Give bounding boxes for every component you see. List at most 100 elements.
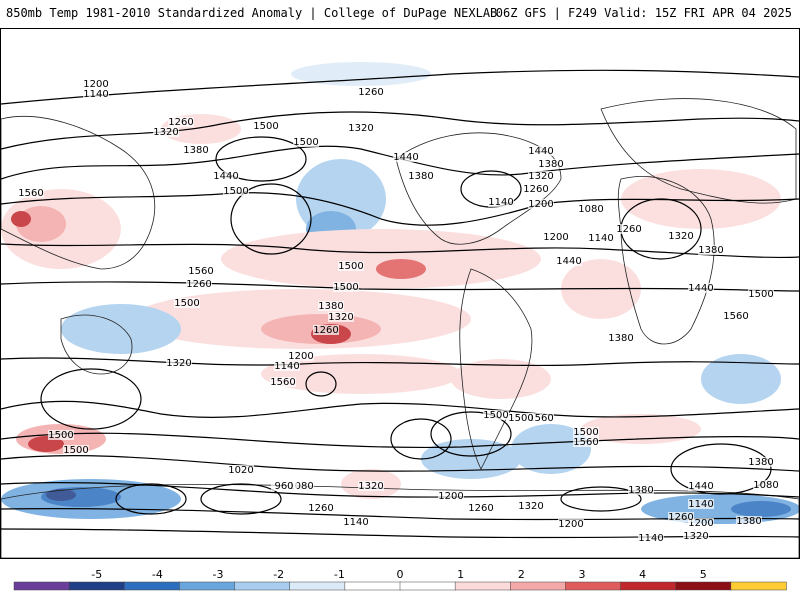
contour-label-bg — [668, 512, 694, 522]
contour-label: 1260 — [523, 184, 548, 195]
contour-label: 1200 — [438, 491, 463, 502]
contour-label-bg — [63, 445, 89, 455]
contour-label-bg — [628, 485, 654, 495]
contour-label-bg — [318, 301, 344, 311]
colorbar-tick-label: 5 — [700, 568, 707, 581]
contour-label: 1080 — [288, 481, 313, 492]
colorbar-tick-label: -3 — [213, 568, 224, 581]
contour-label: 1080 — [578, 204, 603, 215]
contour-label-bg — [698, 245, 724, 255]
contour-label: 1320 — [668, 231, 693, 242]
contour-label: 1560 — [573, 437, 598, 448]
contour-label: 1260 — [616, 224, 641, 235]
contour-label-bg — [338, 261, 364, 271]
contour-label-bg — [358, 481, 384, 491]
map-title: 850mb Temp 1981-2010 Standardized Anomal… — [6, 6, 498, 20]
colorbar-swatch — [234, 581, 291, 591]
colorbar-swatch — [620, 581, 677, 591]
contour-label-bg — [348, 123, 374, 133]
colorbar-swatch — [565, 581, 622, 591]
contour-label: 1140 — [688, 499, 713, 510]
contour-label: 1260 — [668, 512, 693, 523]
colorbar-tick-label: -5 — [91, 568, 102, 581]
colorbar-tick-label: 1 — [457, 568, 464, 581]
contour-label: 1080 — [753, 480, 778, 491]
anomaly-shading — [1, 62, 799, 524]
contour-label-bg — [753, 480, 779, 490]
contour-label: 1320 — [528, 171, 553, 182]
contour-label: 1200 — [528, 199, 553, 210]
contour-label-bg — [578, 204, 604, 214]
contour-label-bg — [538, 159, 564, 169]
colorbar-swatch — [454, 581, 512, 591]
colorbar-tick-label: 4 — [639, 568, 646, 581]
contour-label: 1500 — [253, 121, 278, 132]
contour-label: 1020 — [228, 465, 253, 476]
contour-label: 1380 — [538, 159, 563, 170]
contour-label-bg — [438, 491, 464, 501]
contour-label-bg — [528, 199, 554, 209]
contour-label-bg — [48, 430, 74, 440]
contour-label-bg — [408, 171, 434, 181]
contour-label-bg — [668, 231, 694, 241]
colorbar-tick-label: 3 — [578, 568, 585, 581]
contour-label: 1320 — [348, 123, 373, 134]
contour-label: 1320 — [683, 531, 708, 542]
contour-label: 1380 — [698, 245, 723, 256]
contour-label: 1200 — [543, 232, 568, 243]
contour-label-bg — [468, 503, 494, 513]
contour-label: 1380 — [736, 516, 761, 527]
contour-label-bg — [688, 283, 714, 293]
contour-label-bg — [166, 358, 192, 368]
contour-label-bg — [638, 533, 664, 543]
colorbar-tick-label: -2 — [273, 568, 284, 581]
colorbar-svg: -5 -4 -3 -2 -1 0 1 2 3 4 5 — [13, 568, 787, 591]
contour-label-bg — [83, 89, 109, 99]
colorbar-swatch — [675, 581, 732, 591]
colorbar-swatch — [179, 581, 236, 591]
contour-label-bg — [688, 481, 714, 491]
colorbar-swatch — [730, 581, 787, 591]
colorbar-ticks: -5 -4 -3 -2 -1 0 1 2 3 4 5 — [91, 568, 707, 581]
contour-label: 1140 — [638, 533, 663, 544]
contour-label-bg — [186, 279, 212, 289]
contour-label: 1440 — [688, 481, 713, 492]
contour-label: 1500 — [174, 298, 199, 309]
colorbar-swatch — [289, 581, 346, 591]
contour-label: 1380 — [628, 485, 653, 496]
colorbar-tick-label: -1 — [334, 568, 345, 581]
contour-label-bg — [333, 282, 359, 292]
contour-label: 1380 — [183, 145, 208, 156]
contour-label-bg — [508, 413, 534, 423]
contour-label: 1440 — [556, 256, 581, 267]
world-map[interactable]: 1200 1140 1260 1320 1380 1440 1500 1560 1260 1320… — [0, 28, 800, 559]
contour-label-bg — [223, 186, 249, 196]
contour-label: 1440 — [213, 171, 238, 182]
contour-label: 1320 — [358, 481, 383, 492]
contour-label-bg — [393, 152, 419, 162]
contour-label-bg — [270, 377, 296, 387]
contour-label: 1260 — [468, 503, 493, 514]
contour-label: 1560 — [723, 311, 748, 322]
contour-label-bg — [288, 351, 314, 361]
contour-label: 1440 — [528, 146, 553, 157]
contour-label: 960 — [274, 481, 293, 492]
contour-label: 1140 — [343, 517, 368, 528]
contour-label: 1500 — [293, 137, 318, 148]
contour-label-bg — [556, 256, 582, 266]
contour-label-bg — [616, 224, 642, 234]
contour-label: 1500 — [508, 413, 533, 424]
contour-label-bg — [736, 516, 762, 526]
contour-label-bg — [328, 312, 354, 322]
contour-label-bg — [18, 188, 44, 198]
contour-label: 1380 — [748, 457, 773, 468]
contour-label: 1500 — [333, 282, 358, 293]
contour-label: 1380 — [408, 171, 433, 182]
colorbar-tick-label: 2 — [518, 568, 525, 581]
contour-label-bg — [271, 481, 297, 491]
contour-label: 1320 — [328, 312, 353, 323]
contour-label: 1560 — [18, 188, 43, 199]
contour-label-bg — [608, 333, 634, 343]
contour-label-bg — [748, 457, 774, 467]
contour-label: 1500 — [338, 261, 363, 272]
